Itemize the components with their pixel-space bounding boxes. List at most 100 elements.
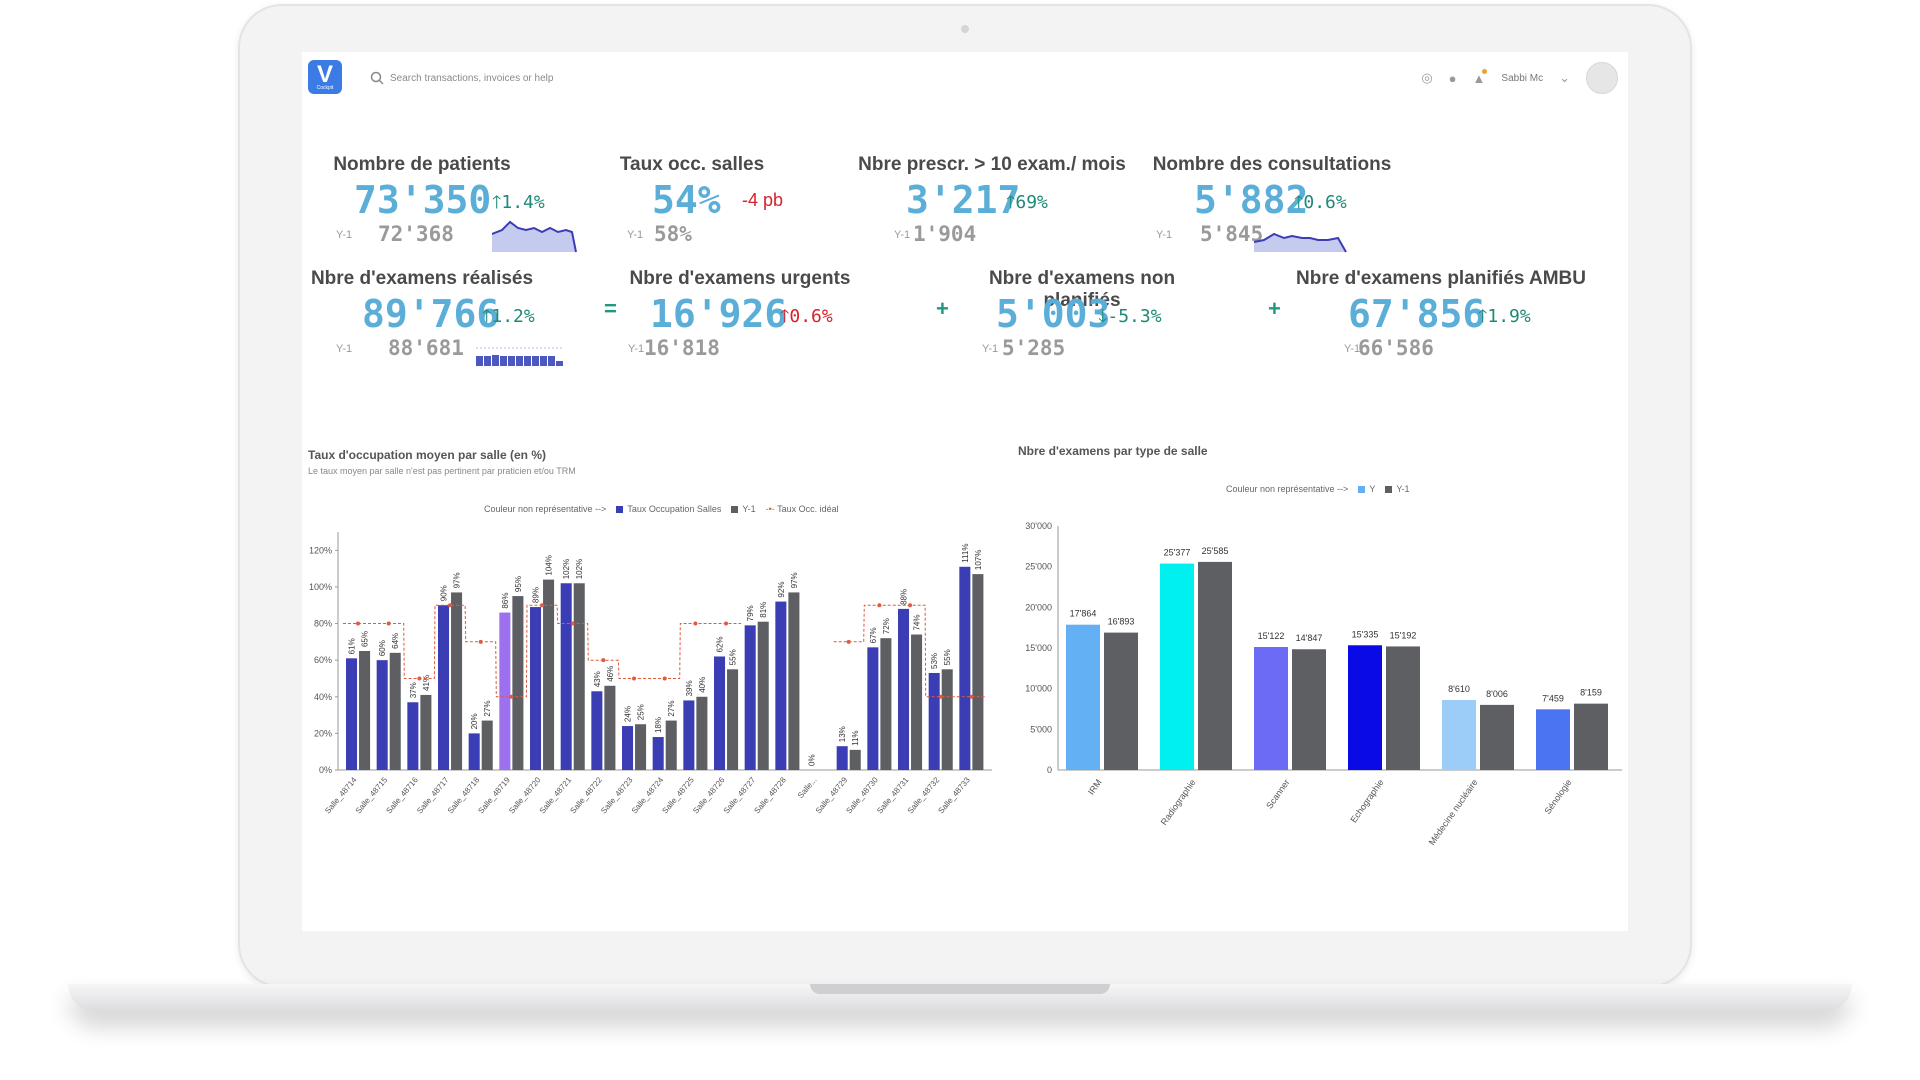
kpi-value: 54% [652, 178, 721, 222]
kpi-y1-value: 88'681 [388, 336, 464, 360]
kpi-ambu: Nbre d'examens planifiés AMBU 67'856 🡑1.… [1296, 268, 1586, 368]
bar-y-label: 62% [716, 636, 725, 652]
search-icon [370, 71, 384, 85]
bar-y1-label: 27% [483, 701, 492, 717]
bar-y [714, 656, 726, 770]
kpi-non-planifies: Nbre d'examens non planifiés 5'003 🡓-5.3… [962, 268, 1202, 368]
bar-y-label: 43% [593, 671, 602, 687]
kpi-delta: 🡑0.6% [780, 306, 833, 327]
kpi-value: 16'926 [650, 292, 788, 336]
x-tick-label: IRM [1086, 777, 1104, 796]
bar-y [836, 746, 848, 770]
arrow-up-icon: 🡑 [492, 192, 502, 213]
bar-y [1348, 645, 1382, 770]
bar-y-label: 7'459 [1542, 693, 1564, 703]
bar-y1-label: 8'006 [1486, 689, 1508, 699]
arrow-up-icon: 🡑 [1294, 192, 1304, 213]
kpi-y1-value: 72'368 [378, 222, 454, 246]
x-tick-label: Médecine nucléaire [1427, 777, 1480, 847]
bar-y-label: 24% [624, 706, 633, 722]
arrow-down-icon: 🡓 [1098, 306, 1108, 327]
search-bar[interactable]: Search transactions, invoices or help [370, 68, 553, 88]
bar-y1-label: 15'192 [1390, 630, 1417, 640]
kpi-y1-value: 5'285 [1002, 336, 1066, 360]
bell-icon[interactable]: ▲ [1472, 68, 1488, 86]
bar-y1-label: 97% [453, 572, 462, 588]
y-tick-label: 100% [309, 582, 332, 592]
bar-y1 [1198, 561, 1232, 770]
bar-y1 [543, 579, 555, 770]
kpi-delta: 🡑1.2% [482, 306, 535, 327]
kpi-value: 5'882 [1194, 178, 1309, 222]
kpi-delta: -4 pb [742, 190, 784, 210]
x-tick-label: Salle... [796, 776, 819, 801]
chart2-title: Nbre d'examens par type de salle [1018, 444, 1208, 458]
camera [961, 25, 969, 33]
y-tick-label: 30'000 [1025, 521, 1052, 531]
bar-y1 [941, 669, 953, 770]
bar-y-label: 8'610 [1448, 684, 1470, 694]
bar-y-label: 18% [654, 717, 663, 733]
kpi-value: 73'350 [354, 178, 492, 222]
legend-item-y1: Y-1 [1385, 484, 1410, 494]
bar-y1 [727, 669, 739, 770]
y-tick-label: 60% [314, 655, 332, 665]
ideal-line [343, 604, 987, 698]
bar-y [499, 612, 511, 770]
bar-y1 [788, 592, 800, 770]
bar-y-label: 53% [930, 653, 939, 669]
kpi-title: Taux occ. salles [619, 154, 765, 175]
bar-y [775, 601, 787, 770]
kpi-y1-value: 58% [654, 222, 692, 246]
arrow-up-icon: 🡑 [1478, 306, 1488, 327]
avatar[interactable] [1586, 62, 1618, 94]
chat-icon[interactable]: ● [1448, 70, 1457, 86]
globe-icon[interactable]: ◎ [1421, 70, 1433, 85]
bar-y-label: 86% [501, 593, 510, 609]
bar-y1 [1292, 649, 1326, 770]
ideal-point [969, 694, 974, 699]
bar-y [928, 672, 940, 770]
kpi-y1-label: Y-1 [1156, 229, 1173, 241]
y-tick-label: 25'000 [1025, 562, 1052, 572]
legend-item-y1: Y-1 [731, 504, 756, 514]
bar-y1-label: 81% [759, 602, 768, 618]
bar-y-label: 90% [440, 585, 449, 601]
bar-y-label: 111% [961, 544, 970, 563]
bar-y-label: 0% [808, 754, 817, 766]
kpi-title: Nbre d'examens planifiés AMBU [1296, 268, 1586, 289]
top-bar: V Cockpit Search transactions, invoices … [302, 52, 1628, 104]
kpi-delta: 🡑1.4% [492, 192, 545, 213]
logo-letter: V [316, 61, 333, 88]
bar-y1 [389, 652, 401, 770]
bar-y [622, 726, 634, 770]
bar-y1 [1386, 646, 1420, 770]
bar-y-label: 15'335 [1352, 629, 1379, 639]
arrow-up-icon: 🡑 [482, 306, 492, 327]
bar-y1 [512, 596, 524, 770]
kpi-realises: Nbre d'examens réalisés 89'766 🡑1.2% Y-1… [302, 268, 542, 368]
user-name[interactable]: Sabbi Mc [1501, 72, 1544, 84]
bar-y1-label: 104% [545, 555, 554, 575]
plus-operator-2: + [1268, 296, 1281, 321]
kpi-y1-value: 1'904 [913, 222, 977, 246]
bar-y [898, 608, 910, 770]
bar-y1-label: 74% [913, 615, 922, 631]
bar-y-label: 88% [900, 589, 909, 605]
bar-y-label: 89% [532, 587, 541, 603]
chevron-down-icon[interactable]: ⌄ [1559, 70, 1570, 85]
bar-y1 [849, 749, 861, 770]
app-logo[interactable]: V Cockpit [308, 60, 342, 94]
kpi-y1-label: Y-1 [628, 343, 645, 355]
chart1-legend: Couleur non représentative --> Taux Occu… [484, 504, 839, 514]
chart-occupation: 0%20%40%60%80%100%120%61% 65%Salle_487146… [309, 532, 992, 815]
chart-examens-type: 0 5'000 10'000 15'000 20'000 25'000 30'000 17'8… [1025, 521, 1622, 847]
bar-y1-label: 27% [667, 701, 676, 717]
x-tick-label: Radiographie [1159, 777, 1198, 827]
bar-y1-label: 55% [729, 649, 738, 665]
bar-y1 [481, 720, 493, 770]
search-input[interactable]: Search transactions, invoices or help [390, 72, 554, 84]
kpi-y1-label: Y-1 [336, 229, 353, 241]
kpi-y1-value: 5'845 [1200, 222, 1264, 246]
bar-y-label: 25'377 [1164, 548, 1191, 558]
